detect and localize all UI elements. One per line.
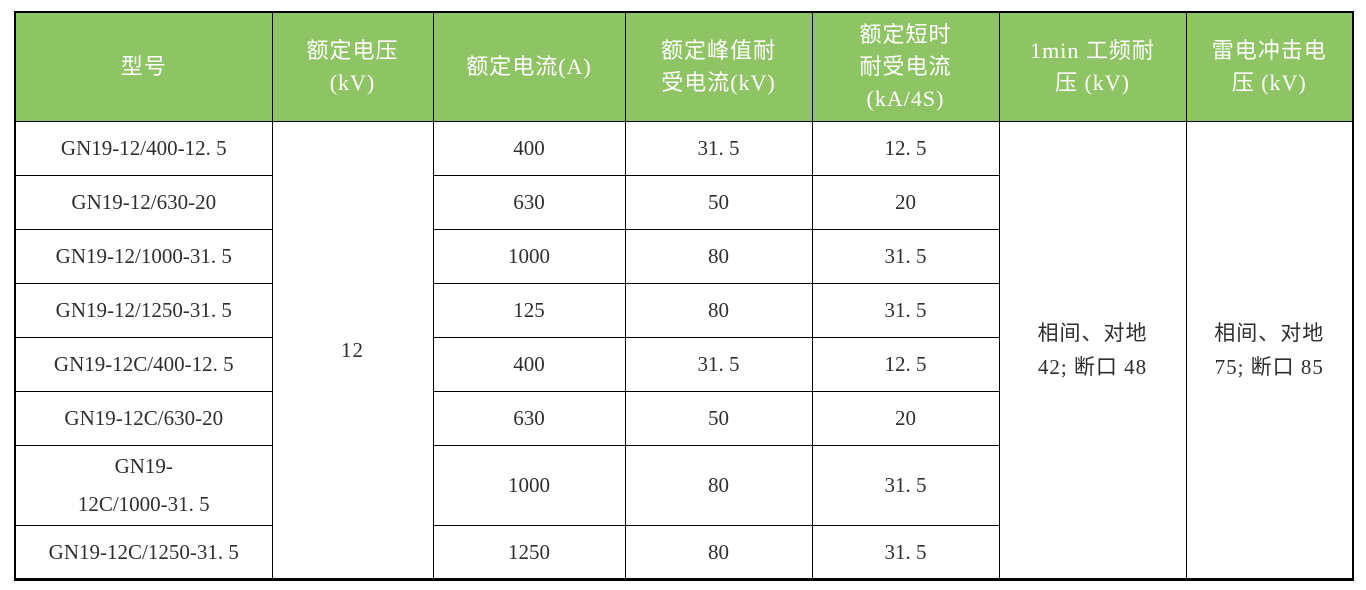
cell-peak: 80 bbox=[624, 524, 813, 580]
col-header-voltage: 额定电压 (kV) bbox=[271, 11, 434, 122]
cell-current: 1000 bbox=[432, 444, 626, 526]
cell-current: 400 bbox=[432, 120, 626, 176]
col-header-model: 型号 bbox=[14, 11, 273, 122]
cell-current: 1250 bbox=[432, 524, 626, 580]
col-header-peak: 额定峰值耐 受电流(kV) bbox=[624, 11, 813, 122]
cell-peak: 80 bbox=[624, 444, 813, 526]
table-row: GN19-12C/400-12. 5 400 31. 5 12. 5 bbox=[14, 336, 1353, 392]
col-header-impulse: 雷电冲击电 压 (kV) bbox=[1185, 11, 1354, 122]
cell-short-time: 12. 5 bbox=[811, 336, 1000, 392]
cell-model: GN19-12C/630-20 bbox=[14, 390, 273, 446]
col-header-current: 额定电流(A) bbox=[432, 11, 626, 122]
spec-table-container: 型号 额定电压 (kV) 额定电流(A) 额定峰值耐 受电流(kV) 额定短时 … bbox=[14, 11, 1354, 581]
cell-short-time: 31. 5 bbox=[811, 282, 1000, 338]
table-row: GN19- 12C/1000-31. 5 1000 80 31. 5 bbox=[14, 444, 1353, 526]
cell-model: GN19-12/1000-31. 5 bbox=[14, 228, 273, 284]
table-row: GN19-12/400-12. 5 12 400 31. 5 12. 5 相间、… bbox=[14, 120, 1354, 580]
cell-model: GN19-12/1250-31. 5 bbox=[14, 282, 273, 338]
cell-current: 630 bbox=[432, 390, 626, 446]
merged-power-freq-cell: 相间、对地 42; 断口 48 bbox=[998, 120, 1187, 580]
cell-peak: 80 bbox=[624, 282, 813, 338]
cell-short-time: 20 bbox=[811, 390, 1000, 446]
header-row: 型号 额定电压 (kV) 额定电流(A) 额定峰值耐 受电流(kV) 额定短时 … bbox=[14, 11, 1354, 122]
table-row: GN19-12/1000-31. 5 1000 80 31. 5 bbox=[14, 228, 1353, 284]
spec-table: 型号 额定电压 (kV) 额定电流(A) 额定峰值耐 受电流(kV) 额定短时 … bbox=[14, 11, 1354, 581]
cell-peak: 31. 5 bbox=[624, 336, 813, 392]
table-row: GN19-12/1250-31. 5 125 80 31. 5 bbox=[14, 282, 1353, 338]
cell-current: 630 bbox=[432, 174, 626, 230]
cell-peak: 80 bbox=[624, 228, 813, 284]
table-row: GN19-12C/1250-31. 5 1250 80 31. 5 bbox=[14, 524, 1353, 580]
cell-short-time: 20 bbox=[811, 174, 1000, 230]
cell-short-time: 31. 5 bbox=[811, 228, 1000, 284]
table-row: GN19-12/630-20 630 50 20 bbox=[14, 174, 1353, 230]
cell-peak: 50 bbox=[624, 390, 813, 446]
cell-current: 1000 bbox=[432, 228, 626, 284]
col-header-power-freq: 1min 工频耐 压 (kV) bbox=[998, 11, 1187, 122]
table-row: GN19-12C/630-20 630 50 20 bbox=[14, 390, 1353, 446]
cell-model: GN19-12C/400-12. 5 bbox=[14, 336, 273, 392]
cell-peak: 50 bbox=[624, 174, 813, 230]
col-header-short-time: 额定短时 耐受电流 (kA/4S) bbox=[811, 11, 1000, 122]
cell-short-time: 12. 5 bbox=[811, 120, 1000, 176]
cell-current: 125 bbox=[432, 282, 626, 338]
cell-current: 400 bbox=[432, 336, 626, 392]
cell-peak: 31. 5 bbox=[624, 120, 813, 176]
cell-model: GN19-12/630-20 bbox=[14, 174, 273, 230]
cell-model: GN19-12/400-12. 5 bbox=[14, 120, 273, 176]
cell-model: GN19-12C/1250-31. 5 bbox=[14, 524, 273, 580]
merged-impulse-cell: 相间、对地 75; 断口 85 bbox=[1185, 120, 1354, 580]
cell-model: GN19- 12C/1000-31. 5 bbox=[14, 444, 273, 526]
cell-short-time: 31. 5 bbox=[811, 524, 1000, 580]
merged-voltage-cell: 12 bbox=[271, 120, 434, 580]
cell-short-time: 31. 5 bbox=[811, 444, 1000, 526]
